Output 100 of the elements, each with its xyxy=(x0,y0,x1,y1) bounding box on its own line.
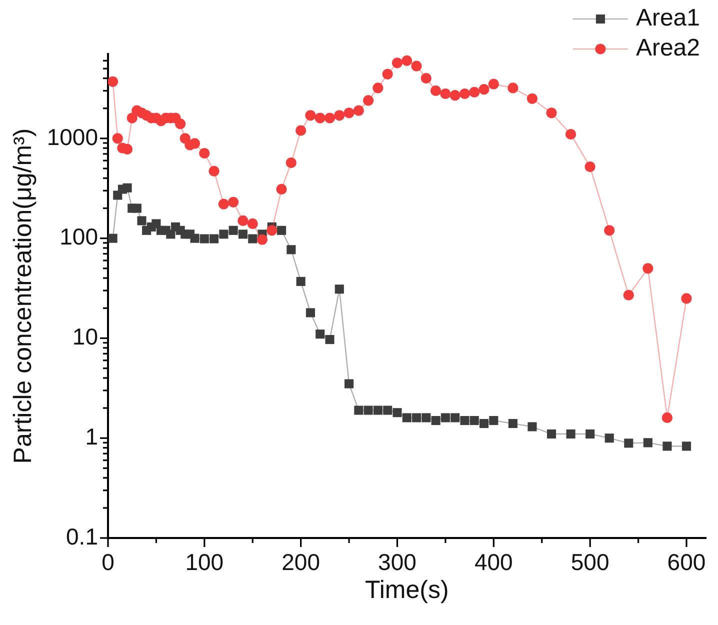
legend-label: Area1 xyxy=(636,4,700,32)
x-tick-label: 200 xyxy=(282,549,320,576)
point xyxy=(108,76,118,87)
point xyxy=(584,161,596,172)
x-tick-label: 0 xyxy=(102,549,114,576)
point xyxy=(643,438,652,448)
point xyxy=(382,68,393,80)
point xyxy=(306,308,315,318)
point xyxy=(316,330,325,339)
x-tick-label: 500 xyxy=(570,549,610,576)
point xyxy=(354,406,364,415)
point xyxy=(450,90,460,101)
point xyxy=(392,58,403,68)
point xyxy=(277,226,286,235)
point xyxy=(489,416,498,426)
point xyxy=(219,230,228,239)
point xyxy=(508,418,518,428)
point xyxy=(364,406,373,415)
point xyxy=(200,234,209,244)
point xyxy=(218,198,229,210)
point xyxy=(402,55,412,66)
point xyxy=(363,95,374,106)
point xyxy=(344,379,354,388)
point xyxy=(460,416,470,426)
point xyxy=(266,225,278,236)
y-tick-label: 100 xyxy=(60,224,98,250)
point xyxy=(440,88,451,100)
x-axis-title: Time(s) xyxy=(364,576,449,604)
y-axis-title: Particle concentreation(μg/m³) xyxy=(8,128,37,464)
point xyxy=(662,442,672,451)
point xyxy=(334,110,345,121)
point xyxy=(137,216,146,226)
x-tick-label: 300 xyxy=(378,549,416,576)
point xyxy=(566,429,576,438)
point xyxy=(126,112,138,124)
point xyxy=(623,290,634,300)
point xyxy=(440,413,450,422)
point xyxy=(528,422,537,432)
point xyxy=(469,86,480,98)
point xyxy=(470,416,479,426)
point xyxy=(373,406,382,415)
point xyxy=(681,293,692,304)
point xyxy=(420,72,432,84)
point xyxy=(112,133,123,144)
x-tick-label: 400 xyxy=(474,549,513,576)
point xyxy=(488,78,499,90)
y-tick-label: 1 xyxy=(85,423,98,450)
y-tick-label: 10 xyxy=(72,324,98,350)
point xyxy=(286,245,296,254)
point xyxy=(324,112,336,124)
point xyxy=(604,225,615,236)
point xyxy=(402,413,412,422)
x-tick-label: 100 xyxy=(185,549,224,576)
legend-label: Area2 xyxy=(636,34,700,62)
point xyxy=(422,413,431,422)
point xyxy=(526,93,538,104)
point xyxy=(228,226,238,235)
point xyxy=(479,418,489,428)
point xyxy=(334,284,344,294)
point xyxy=(175,118,186,130)
point xyxy=(431,416,440,426)
point xyxy=(565,128,576,140)
point xyxy=(286,158,296,168)
point xyxy=(208,166,220,176)
point xyxy=(642,263,654,274)
point xyxy=(314,112,326,124)
point xyxy=(132,204,142,213)
point xyxy=(478,84,490,95)
point xyxy=(624,438,634,448)
point xyxy=(412,413,422,422)
point xyxy=(296,276,306,286)
point xyxy=(546,108,557,118)
point xyxy=(459,88,470,100)
point xyxy=(450,413,460,422)
point xyxy=(325,335,334,344)
point xyxy=(546,429,556,438)
point xyxy=(190,234,200,243)
point xyxy=(662,412,673,424)
point xyxy=(586,429,595,438)
point xyxy=(430,85,442,96)
point xyxy=(353,105,364,116)
point xyxy=(122,183,132,192)
point xyxy=(189,138,200,149)
point xyxy=(276,184,287,195)
x-tick-label: 600 xyxy=(667,549,706,576)
point xyxy=(392,408,402,418)
y-tick-label: 0.1 xyxy=(66,523,98,550)
point xyxy=(108,234,118,243)
point xyxy=(682,442,692,451)
point xyxy=(256,234,268,245)
point xyxy=(344,108,354,118)
point xyxy=(411,60,422,72)
point xyxy=(372,82,384,94)
point xyxy=(296,125,306,136)
point xyxy=(238,230,248,239)
point xyxy=(248,234,258,244)
point xyxy=(247,218,258,230)
point xyxy=(228,196,239,208)
point xyxy=(604,434,614,443)
point xyxy=(383,406,392,415)
